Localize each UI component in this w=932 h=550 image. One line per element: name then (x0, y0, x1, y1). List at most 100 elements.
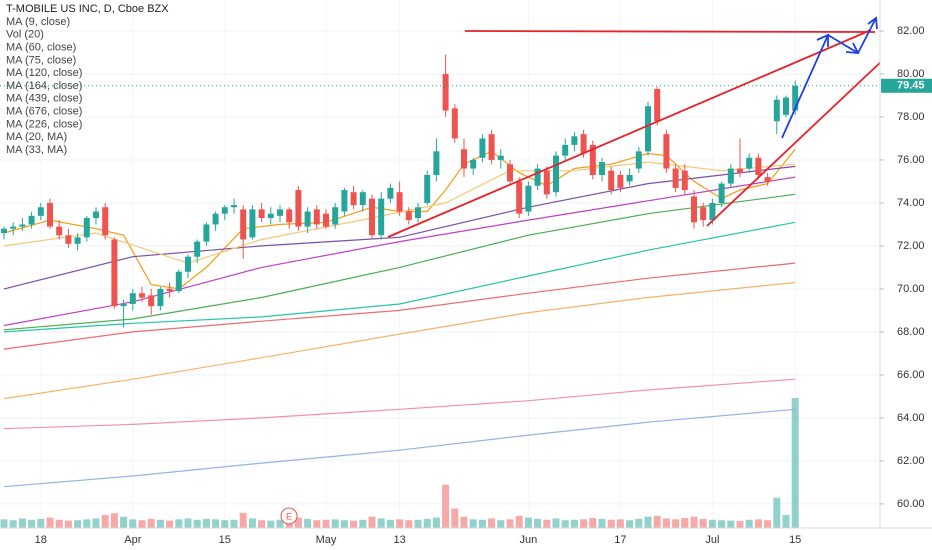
y-tick-label: 68.00 (897, 326, 925, 338)
legend-entry: MA (676, close) (6, 106, 82, 118)
candle-body (626, 174, 633, 182)
candle-body (433, 151, 440, 175)
candle-body (47, 202, 53, 227)
volume-bar (18, 518, 26, 528)
moving-average-line (3, 165, 796, 290)
legend-entry: MA (33, MA) (6, 144, 67, 156)
earnings-marker (280, 507, 298, 525)
volume-bar (653, 515, 661, 528)
volume-bar (230, 519, 238, 528)
volume-bar (570, 519, 578, 528)
volume-bar (202, 518, 210, 528)
legend-entry: MA (75, close) (6, 54, 76, 66)
candle-body (175, 271, 182, 292)
volume-bar (626, 520, 634, 528)
candle-body (405, 211, 412, 221)
candle-body (139, 293, 145, 298)
volume-bar (690, 516, 698, 528)
volume-bar (322, 519, 330, 528)
volume-bar (313, 520, 321, 528)
x-tick-label: Jul (705, 534, 719, 546)
volume-bar (764, 520, 772, 528)
y-tick-label: 66.00 (897, 369, 925, 381)
volume-bar (773, 497, 781, 528)
volume-bar (414, 519, 422, 528)
volume-bar (635, 518, 643, 528)
volume-bar (359, 519, 367, 528)
y-tick-label: 82.00 (897, 25, 925, 37)
plot-area (0, 0, 880, 528)
candle-body (102, 207, 109, 236)
volume-bar (506, 519, 514, 528)
candle-body (194, 241, 201, 257)
moving-average-line (3, 221, 796, 333)
volume-bar (110, 513, 118, 528)
volume-bar (644, 516, 652, 528)
volume-bar (55, 519, 63, 528)
drawings (387, 16, 886, 238)
volume-bar (304, 518, 312, 528)
legend-entry: MA (60, close) (6, 42, 76, 54)
candle-body (700, 207, 707, 221)
candle-body (65, 235, 72, 244)
volume-bar (442, 484, 450, 528)
moving-average-line (3, 193, 796, 331)
moving-average-line (3, 408, 796, 488)
volume-bar (46, 517, 54, 528)
arrow-head (816, 33, 829, 47)
candle-body (56, 226, 63, 236)
x-tick-label: May (316, 534, 337, 546)
legend: MA (9, close)Vol (20)MA (60, close)MA (7… (6, 16, 82, 156)
axes: 60.00 62.00 64.00 66.00 68.00 70.00 72.00 74.00… (35, 25, 932, 546)
volume-bar (294, 517, 302, 528)
moving-average-line (3, 378, 796, 430)
y-tick-label: 64.00 (897, 412, 925, 424)
candle-body (727, 168, 734, 184)
volume-bar (248, 518, 256, 528)
candle-body (396, 192, 403, 212)
candle-body (323, 213, 329, 227)
volume-bar (745, 519, 753, 528)
candle-body (129, 293, 136, 304)
y-tick-label: 62.00 (897, 455, 925, 467)
candle-body (663, 134, 670, 169)
candle-body (562, 144, 569, 156)
legend-entry: MA (164, close) (6, 80, 82, 92)
candle-body (267, 213, 274, 218)
candle-body (415, 207, 421, 218)
volume-bar (405, 520, 413, 528)
legend-entry: MA (226, close) (6, 118, 82, 130)
candle-body (148, 295, 155, 307)
candle-body (369, 198, 375, 236)
earnings-label: E (286, 511, 292, 521)
volume-bar (92, 518, 100, 528)
volume-bar (28, 519, 36, 528)
x-tick-label: 17 (614, 534, 626, 546)
volume-bar (37, 518, 45, 528)
candle-body (525, 185, 532, 212)
moving-average-line (3, 281, 796, 400)
y-tick-label: 60.00 (897, 498, 925, 510)
candle-body (295, 190, 302, 227)
candle-body (424, 174, 431, 203)
candle-body (645, 106, 651, 152)
candle-body (83, 217, 90, 238)
candle-body (157, 288, 164, 307)
candle-body (212, 213, 219, 225)
volume-bar (377, 518, 385, 528)
arrow-head (867, 16, 878, 30)
volume-bar (736, 521, 744, 528)
arrow-head (845, 42, 860, 55)
volume-bar (524, 517, 532, 528)
volume-bar (101, 515, 109, 528)
candle-body (258, 209, 265, 218)
candle-body (240, 209, 247, 240)
candle-body (553, 155, 559, 193)
resistance-line (464, 30, 876, 33)
candle-body (120, 303, 127, 307)
volume-bar (193, 519, 201, 528)
last-price-label: 79.45 (897, 80, 925, 92)
candle-body (277, 209, 283, 216)
candle-body (516, 181, 523, 214)
volume-bar (488, 518, 496, 528)
